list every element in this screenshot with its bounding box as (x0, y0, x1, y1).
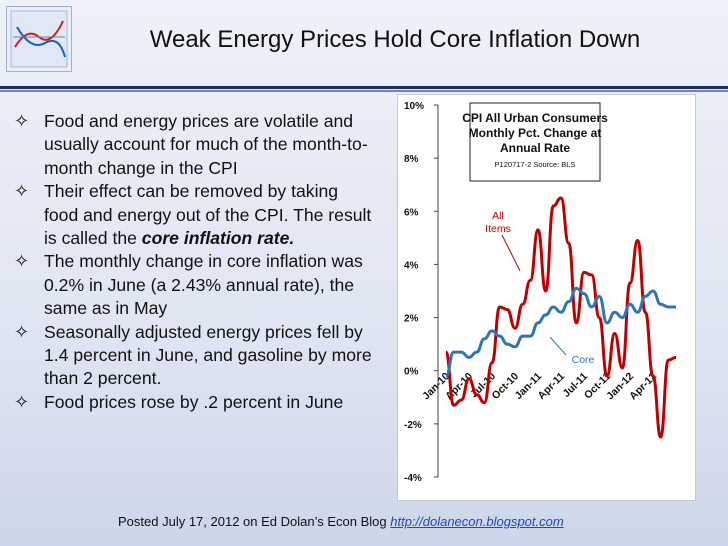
chart-title-line-3: Annual Rate (500, 141, 570, 155)
y-tick-label: -4% (404, 473, 422, 484)
y-tick-label: 6% (404, 207, 419, 218)
annotation-core: Core (572, 354, 595, 366)
y-tick-label: 4% (404, 260, 419, 271)
diamond-bullet-icon: ✧ (14, 181, 30, 202)
diamond-bullet-icon: ✧ (14, 391, 30, 412)
chart-title-line-1: CPI All Urban Consumers (462, 111, 608, 125)
y-tick-label: 10% (404, 101, 424, 112)
bullet-emphasis: core inflation rate. (141, 228, 295, 249)
series-line-all-items (444, 196, 677, 439)
chart-source-note: P120717-2 Source: BLS (495, 160, 576, 169)
diamond-bullet-icon: ✧ (14, 321, 30, 342)
series-line-core (444, 286, 676, 378)
annotation-core-pointer (549, 336, 567, 356)
footer-text: Posted July 17, 2012 on Ed Dolan’s Econ … (118, 514, 391, 529)
bullet-item: ✧ Seasonally adjusted energy prices fell… (10, 321, 375, 391)
bullet-text: Food and energy prices are volatile and … (44, 111, 368, 178)
bullet-text: The monthly change in core inflation was… (44, 251, 363, 319)
footer-credit: Posted July 17, 2012 on Ed Dolan’s Econ … (118, 514, 564, 529)
bullet-item: ✧ Food prices rose by .2 percent in June (10, 391, 375, 414)
annotation-all-items-pointer (501, 234, 521, 272)
diamond-bullet-icon: ✧ (14, 251, 30, 272)
bullet-item: ✧ Food and energy prices are volatile an… (10, 110, 375, 180)
blog-link[interactable]: http://dolanecon.blogspot.com (390, 514, 564, 529)
y-tick-label: 0% (404, 367, 419, 378)
bullet-item: ✧ The monthly change in core inflation w… (10, 250, 375, 320)
chart-title-box (469, 102, 601, 182)
blog-logo (6, 6, 72, 72)
bullet-text: Seasonally adjusted energy prices fell b… (44, 321, 372, 389)
bullet-item: ✧ Their effect can be removed by taking … (10, 180, 375, 250)
y-tick-label: -2% (404, 420, 422, 431)
title-divider-accent (0, 90, 728, 92)
y-tick-label: 8% (404, 154, 419, 165)
annotation-all-items-line1: All (492, 210, 504, 222)
title-divider (0, 86, 728, 89)
cpi-chart-svg: -4%-2%0%2%4%6%8%10%Jan-10Apr-10Jul-10Oct… (404, 101, 677, 484)
bullet-text: Their effect can be removed by taking fo… (44, 181, 372, 249)
diamond-bullet-icon: ✧ (14, 111, 30, 131)
annotation-all-items-line2: Items (485, 223, 511, 235)
cpi-chart: -4% -2% 0% 2% 4% 6% 8% 10% Jan-10 Apr-10 Jul-10 Oct… (397, 94, 696, 501)
chart-title-line-2: Monthly Pct. Change at (469, 126, 602, 140)
bullet-text: Food prices rose by .2 percent in June (44, 391, 344, 412)
slide-title: Weak Energy Prices Hold Core Inflation D… (149, 26, 641, 53)
y-tick-label: 2% (404, 314, 419, 325)
logo-graphic (10, 10, 68, 68)
bullet-list: ✧ Food and energy prices are volatile an… (10, 110, 375, 414)
